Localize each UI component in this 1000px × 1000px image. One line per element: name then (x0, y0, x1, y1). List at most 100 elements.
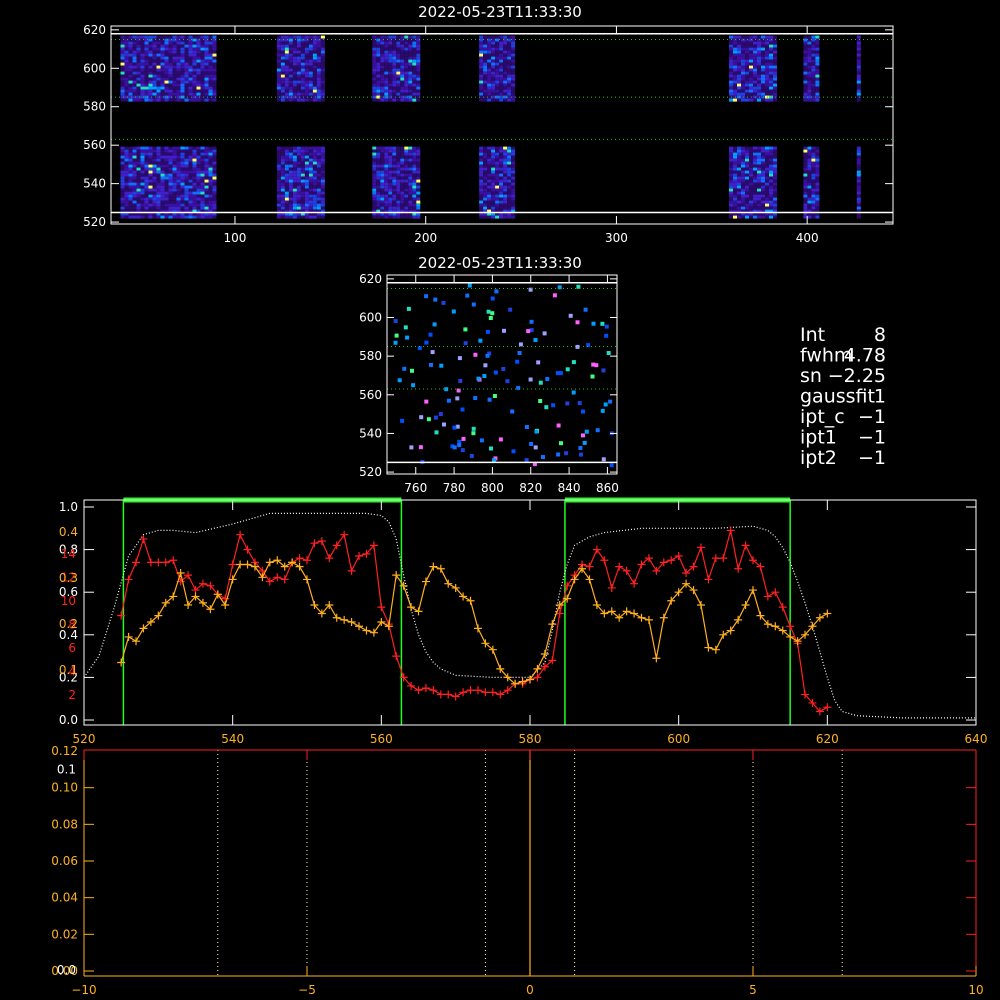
top-image-pixel (296, 56, 301, 60)
top-image-pixel (757, 77, 761, 81)
top-image-pixel (412, 152, 417, 156)
top-image-pixel (196, 176, 201, 180)
top-image-pixel (376, 203, 381, 207)
top-image-pixel (483, 56, 488, 60)
top-image-pixel (392, 200, 397, 204)
top-image-pixel (729, 68, 733, 72)
top-image-pixel (491, 86, 496, 90)
top-image-pixel (132, 167, 137, 171)
top-image-pixel (200, 188, 205, 192)
top-image-pixel (168, 50, 173, 54)
top-image-pixel (300, 194, 305, 198)
top-image-pixel (280, 179, 285, 183)
top-image-pixel (408, 179, 413, 183)
top-image-pixel (741, 89, 745, 93)
top-image-pixel (128, 203, 133, 207)
top-image-pixel (765, 197, 769, 201)
top-image-pixel (208, 53, 213, 57)
top-image-pixel (180, 59, 185, 63)
top-image-pixel (132, 155, 137, 159)
top-image-pixel (316, 50, 321, 54)
top-image-pixel (208, 47, 213, 51)
top-image-pixel (196, 35, 201, 39)
top-image-pixel (412, 161, 417, 165)
top-image-pixel (176, 95, 181, 99)
top-image-pixel (176, 161, 181, 165)
top-image-pixel (176, 98, 181, 102)
top-image-pixel (136, 167, 141, 171)
small-image-pixel (534, 429, 539, 434)
top-image-pixel (815, 179, 820, 183)
spectrum-point-marker (161, 558, 170, 567)
top-image-pixel (140, 83, 145, 87)
top-image-pixel (172, 38, 177, 42)
top-image-pixel (280, 200, 285, 204)
small-image-pixel (517, 351, 522, 355)
top-image-pixel (412, 155, 417, 159)
top-image-pixel (384, 194, 389, 198)
spectrum-point-marker (340, 530, 349, 539)
top-image-pixel (803, 95, 808, 99)
top-image-pixel (160, 74, 165, 78)
top-image-pixel (148, 50, 153, 54)
spectrum-point-marker (622, 566, 631, 575)
top-image-pixel (408, 197, 413, 201)
top-image-pixel (192, 197, 197, 201)
small-image-pixel (581, 433, 585, 438)
spectrum-point-marker (243, 545, 252, 554)
top-image-pixel (296, 200, 301, 204)
top-image-pixel (276, 188, 281, 192)
top-image-pixel (803, 173, 808, 177)
top-image-pixel (479, 50, 484, 54)
top-image-pixel (148, 179, 153, 183)
top-image-pixel (511, 86, 516, 90)
top-image-pixel (396, 80, 401, 84)
top-image-pixel (124, 68, 129, 72)
top-image-pixel (372, 35, 377, 39)
top-image-pixel (807, 194, 812, 198)
top-image-pixel (372, 161, 377, 165)
top-image-pixel (184, 92, 189, 96)
top-image-pixel (284, 200, 289, 204)
top-image-pixel (384, 203, 389, 207)
small-image-pixel (471, 426, 476, 431)
top-image-pixel (384, 155, 389, 159)
top-image-pixel (749, 158, 753, 162)
top-image-pixel (499, 149, 504, 153)
top-image-pixel (807, 155, 812, 159)
top-image-pixel (200, 41, 205, 45)
small-image-pixel (552, 293, 557, 298)
top-image-pixel (807, 179, 812, 183)
top-image-pixel (188, 62, 193, 66)
top-image-pixel (749, 164, 753, 168)
top-image-pixel (128, 98, 133, 102)
top-image-pixel (288, 167, 293, 171)
top-image-pixel (376, 53, 381, 57)
top-image-pixel (856, 41, 861, 45)
top-image-pixel (188, 71, 193, 75)
top-image-pixel (412, 53, 417, 57)
small-image-pixel (458, 378, 463, 383)
top-image-pixel (312, 158, 317, 162)
top-image-pixel (288, 74, 293, 78)
top-image-pixel (168, 89, 173, 93)
spectrum-point-marker (236, 530, 245, 539)
top-image-pixel (803, 98, 808, 102)
top-image-pixel (188, 41, 193, 45)
top-image-pixel (180, 98, 185, 102)
top-image-pixel (184, 155, 189, 159)
top-image-pixel (304, 47, 309, 51)
spectrum-point-marker (637, 613, 646, 622)
spectrum-point-marker (407, 681, 416, 690)
top-image-pixel (811, 176, 816, 180)
top-image-pixel (152, 65, 157, 69)
top-image-pixel (144, 62, 149, 66)
top-image-pixel (284, 53, 289, 57)
top-image-pixel (400, 188, 405, 192)
top-image-pixel (320, 62, 325, 66)
top-image-pixel (132, 74, 137, 78)
top-image-pixel (416, 182, 421, 186)
top-image-pixel (745, 50, 749, 54)
top-image-pixel (304, 158, 309, 162)
top-image-pixel (372, 164, 377, 168)
